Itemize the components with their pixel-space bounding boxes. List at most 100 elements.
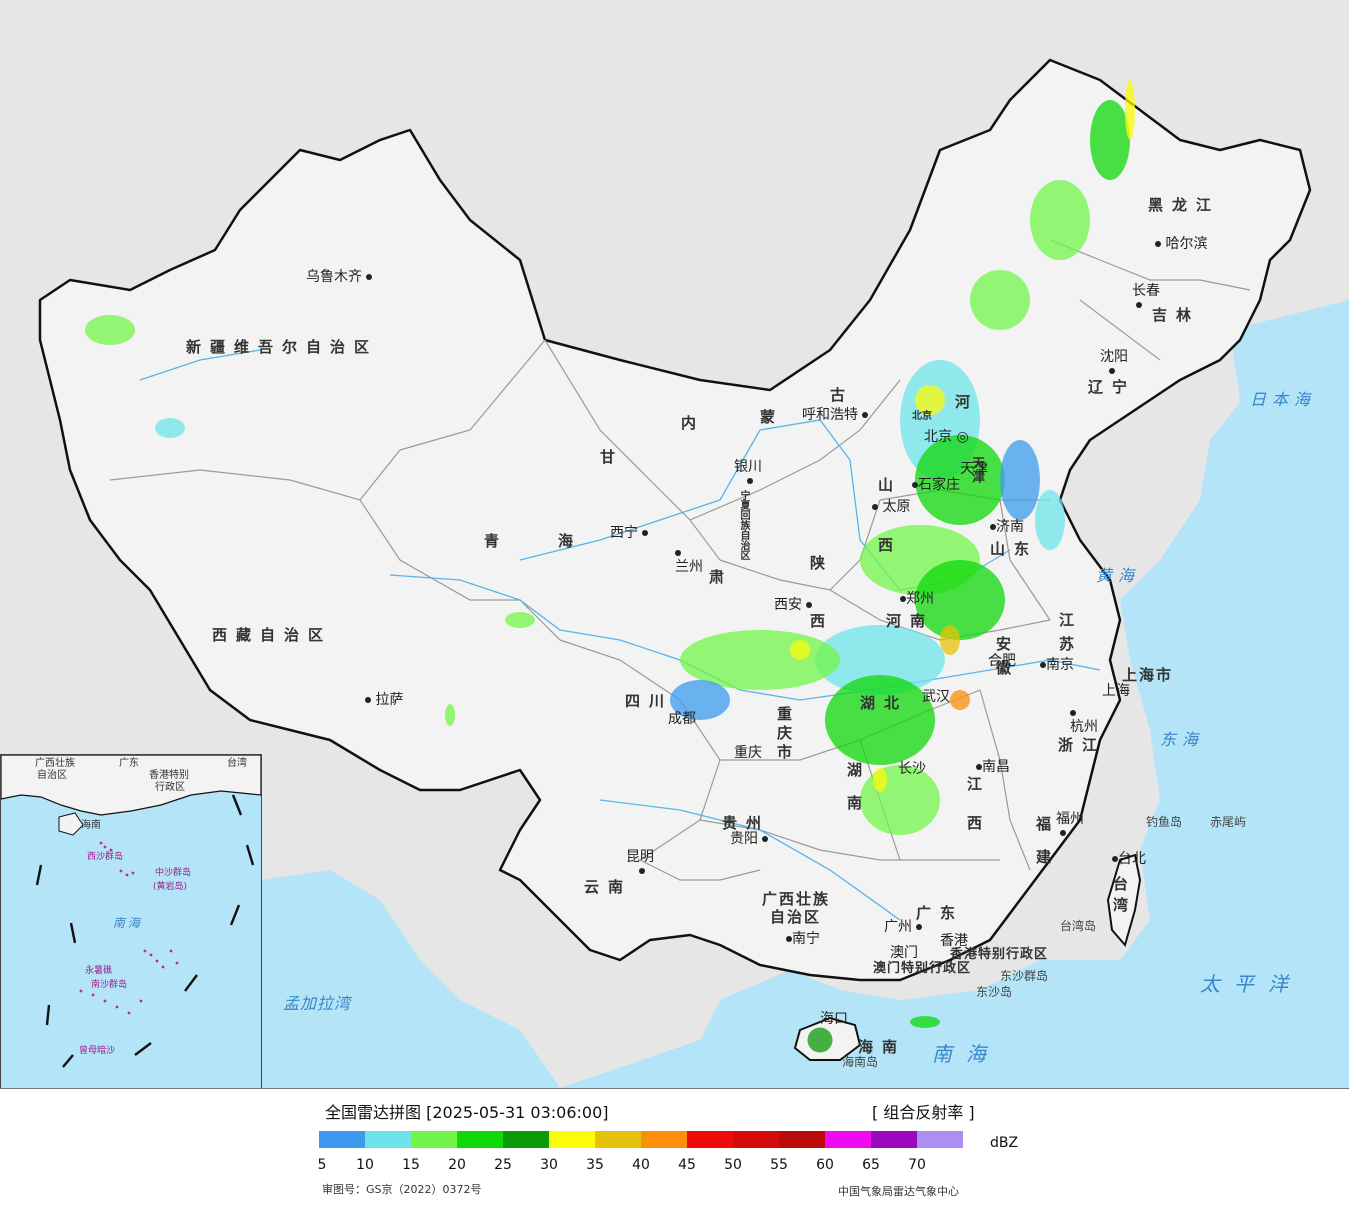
- inset-label-huangyan: (黄岩岛): [153, 882, 188, 892]
- label-guangxi-2: 自治区: [770, 908, 822, 926]
- label-xinjiang: 新疆维吾尔自治区: [186, 338, 379, 356]
- radar-echo: [910, 1016, 940, 1028]
- island-diaoyu: 钓鱼岛: [1146, 815, 1183, 829]
- radar-echo: [915, 385, 945, 415]
- label-hebei: 河: [955, 393, 980, 411]
- scale-tick-label: 15: [402, 1157, 420, 1173]
- label-liaoning: 辽宁: [1088, 378, 1137, 396]
- inset-label-guangxi: 广西壮族: [35, 758, 75, 769]
- city-kunming: 昆明: [626, 850, 654, 878]
- label-hk-sar: 香港特别行政区: [950, 947, 1049, 962]
- radar-echo: [970, 270, 1030, 330]
- inset-label-hainan: 海南: [81, 820, 101, 831]
- unit-label: dBZ: [990, 1135, 1019, 1151]
- radar-echo: [445, 704, 455, 726]
- inset-label-yongshu: 永暑礁: [85, 966, 113, 976]
- city-xining: 西宁: [610, 526, 649, 540]
- label-xizang: 西藏自治区: [212, 626, 333, 644]
- city-changsha: 长沙: [898, 761, 926, 777]
- city-wuhan: 武汉: [922, 689, 950, 705]
- label-henan: 河南: [886, 612, 935, 630]
- radar-map: 新疆维吾尔自治区 西藏自治区 青 海 甘 肃 内 蒙 古 宁夏回族自治区 黑龙江…: [0, 0, 1349, 1089]
- label-sichuan: 四川: [625, 692, 674, 710]
- city-taiyuan: 太原: [872, 500, 910, 514]
- color-swatch: [365, 1131, 411, 1148]
- color-swatch: [733, 1131, 779, 1148]
- city-tianjin: 天津: [960, 461, 988, 477]
- inset-map: [1, 755, 261, 1068]
- label-shanxi-2: 西: [878, 536, 903, 554]
- city-xian: 西安: [774, 598, 813, 612]
- sea-japan: [1230, 300, 1349, 520]
- label-jilin: 吉林: [1152, 306, 1201, 324]
- label-tianjin-prov: 天津: [969, 456, 984, 484]
- scale-tick-label: 10: [356, 1157, 374, 1173]
- sea-bengal-label: 孟加拉湾: [283, 994, 352, 1013]
- scale-tick-label: 35: [586, 1157, 604, 1173]
- label-beijing-prov: 北京: [912, 411, 932, 422]
- color-scale: [319, 1131, 963, 1148]
- inset-dashed-line: [35, 794, 255, 1068]
- radar-echo: [1000, 440, 1040, 520]
- radar-echo: [1125, 80, 1135, 140]
- color-swatch: [825, 1131, 871, 1148]
- inset-label-zhongsha: 中沙群岛: [155, 868, 192, 878]
- inset-label-taiwan: 台湾: [227, 758, 247, 769]
- city-beijing: 北京 ◎: [924, 429, 969, 445]
- label-gansu-2: 肃: [709, 568, 734, 586]
- review-number: 审图号：GS京（2022）0372号: [322, 1183, 482, 1196]
- label-chongqing: 重庆市: [775, 706, 793, 763]
- label-shaanxi-2: 西: [810, 612, 835, 630]
- label-yunnan: 云南: [584, 878, 633, 896]
- label-qinghai-1: 青: [484, 532, 509, 550]
- radar-echo: [155, 418, 185, 438]
- color-swatch: [411, 1131, 457, 1148]
- color-swatch: [457, 1131, 503, 1148]
- color-swatch: [503, 1131, 549, 1148]
- city-taipei: 台北: [1112, 852, 1146, 866]
- issuer: 中国气象局雷达气象中心: [838, 1185, 959, 1198]
- label-neimenggu-3: 古: [830, 386, 855, 404]
- scale-tick-label: 50: [724, 1157, 742, 1173]
- inset-label-nansha: 南沙群岛: [91, 980, 128, 990]
- city-harbin: 哈尔滨: [1155, 237, 1207, 251]
- scale-tick-label: 40: [632, 1157, 650, 1173]
- radar-echo: [670, 680, 730, 720]
- city-hongkong: 香港: [940, 933, 968, 949]
- city-urumqi: 乌鲁木齐: [306, 270, 373, 284]
- label-hunan: 湖南: [845, 762, 863, 828]
- city-lanzhou: 兰州: [675, 546, 703, 574]
- province-borders: [109, 239, 1251, 881]
- city-shanghai: 上海: [1102, 683, 1130, 699]
- scale-tick-label: 45: [678, 1157, 696, 1173]
- island-dongsha: 东沙岛: [976, 985, 1013, 999]
- label-jiangsu: 江苏: [1057, 612, 1075, 660]
- inset-label-xisha: 西沙群岛: [87, 852, 124, 862]
- color-swatch: [549, 1131, 595, 1148]
- sea-yellow-label: 黄海: [1096, 566, 1141, 585]
- color-swatch: [595, 1131, 641, 1148]
- product-name: [ 组合反射率 ]: [872, 1103, 975, 1122]
- label-shandong: 山东: [990, 540, 1039, 558]
- city-hefei: 合肥: [988, 653, 1016, 669]
- label-guangxi-1: 广西壮族: [762, 890, 831, 908]
- color-swatch: [917, 1131, 963, 1148]
- inset-label-hk-2: 行政区: [155, 782, 185, 793]
- city-nanning: 南宁: [786, 932, 820, 946]
- city-jinan: 济南: [990, 520, 1024, 534]
- scale-tick-label: 30: [540, 1157, 558, 1173]
- label-shanghai: 上海市: [1122, 666, 1174, 684]
- city-zhengzhou: 郑州: [900, 592, 934, 606]
- label-heilongjiang: 黑龙江: [1148, 196, 1221, 214]
- scale-tick-label: 55: [770, 1157, 788, 1173]
- label-guangdong: 广东: [916, 904, 965, 922]
- radar-echo: [940, 625, 960, 655]
- sea-east-label: 东海: [1160, 730, 1205, 749]
- city-hohhot: 呼和浩特: [802, 408, 869, 422]
- label-anhui: 安徽: [994, 636, 1012, 684]
- color-swatch: [871, 1131, 917, 1148]
- city-chengdu: 成都: [668, 711, 696, 727]
- city-shijiazhuang: 石家庄: [912, 478, 960, 492]
- radar-echo: [1030, 180, 1090, 260]
- sea-east: [560, 330, 1349, 1088]
